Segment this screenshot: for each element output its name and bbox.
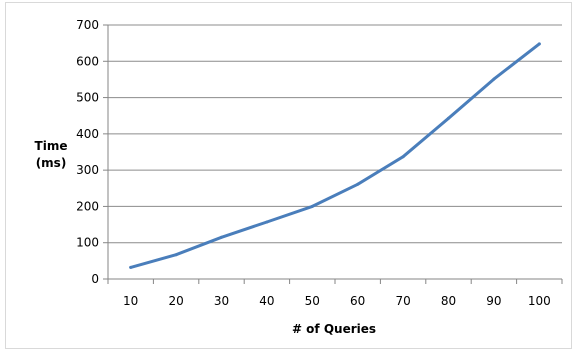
x-tick-labels: 10 20 30 40 50 60 70 80 90 100 bbox=[123, 294, 551, 308]
gridlines bbox=[103, 25, 562, 279]
data-point bbox=[265, 221, 268, 224]
data-point bbox=[447, 117, 450, 120]
x-tick-label: 40 bbox=[259, 294, 274, 308]
data-point bbox=[220, 236, 223, 239]
y-tick-labels: 0 100 200 300 400 500 600 700 bbox=[76, 18, 99, 286]
data-point bbox=[175, 253, 178, 256]
x-axis bbox=[108, 279, 562, 284]
y-tick-label: 0 bbox=[91, 272, 99, 286]
data-point bbox=[356, 183, 359, 186]
y-tick-label: 400 bbox=[76, 127, 99, 141]
x-tick-label: 60 bbox=[350, 294, 365, 308]
x-tick-label: 20 bbox=[168, 294, 183, 308]
x-tick-label: 70 bbox=[395, 294, 410, 308]
data-point bbox=[492, 78, 495, 81]
x-tick-label: 90 bbox=[486, 294, 501, 308]
x-tick-label: 50 bbox=[305, 294, 320, 308]
data-point bbox=[311, 205, 314, 208]
x-tick-label: 80 bbox=[441, 294, 456, 308]
x-axis-title: # of Queries bbox=[292, 322, 376, 336]
data-point bbox=[538, 42, 541, 45]
y-axis-title-line-2: (ms) bbox=[36, 156, 67, 170]
x-tick-label: 30 bbox=[214, 294, 229, 308]
data-point bbox=[402, 155, 405, 158]
data-point bbox=[129, 266, 132, 269]
y-tick-label: 100 bbox=[76, 236, 99, 250]
y-tick-label: 700 bbox=[76, 18, 99, 32]
x-tick-label: 10 bbox=[123, 294, 138, 308]
y-tick-label: 600 bbox=[76, 54, 99, 68]
y-tick-label: 500 bbox=[76, 91, 99, 105]
y-tick-label: 200 bbox=[76, 199, 99, 213]
y-axis-title-line-1: Time bbox=[35, 139, 68, 153]
series-line-0 bbox=[131, 44, 540, 268]
y-tick-label: 300 bbox=[76, 163, 99, 177]
x-tick-label: 100 bbox=[528, 294, 551, 308]
series-group bbox=[129, 42, 541, 269]
